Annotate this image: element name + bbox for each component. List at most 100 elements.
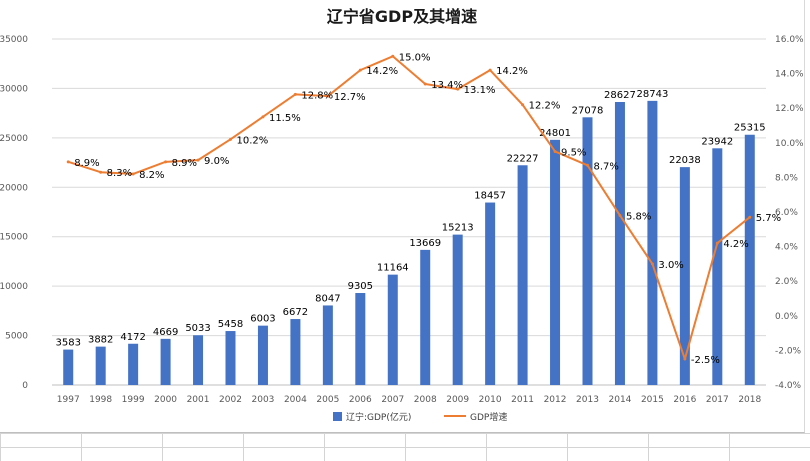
gdp-bar-labels: 3583 3882 4172 4669 5033 5458 6003 6672 8047 9305… (56, 89, 766, 349)
gdp-bar (387, 274, 398, 385)
left-tick-label: 25000 (0, 134, 28, 144)
right-tick-label: 16.0% (775, 35, 804, 45)
gdp-bar (582, 117, 593, 385)
x-tick-label: 2006 (349, 395, 372, 405)
x-tick-label: 2004 (284, 395, 307, 405)
growth-point (715, 241, 719, 245)
growth-point (66, 160, 70, 164)
growth-point-label: 8.7% (594, 161, 619, 172)
left-axis: 0 5000 10000 15000 20000 25000 30000 35000 (0, 35, 28, 391)
growth-point (261, 115, 265, 119)
gdp-bar (744, 134, 755, 385)
growth-point-label: 13.4% (431, 80, 463, 91)
right-tick-label: 8.0% (775, 173, 798, 183)
growth-point-label: 4.2% (723, 239, 748, 250)
gdp-bar (614, 102, 625, 386)
combo-chart: 辽宁省GDP及其增速 0 5000 10000 15000 20000 25000 3000… (0, 7, 804, 423)
x-axis: 1997 1998 1999 2000 2001 2002 2003 2004 2005 2006… (52, 384, 766, 405)
growth-point-label: 9.0% (204, 156, 229, 167)
gdp-bar (193, 335, 204, 385)
growth-point (423, 82, 427, 86)
right-tick-label: 6.0% (775, 208, 798, 218)
growth-point (586, 163, 589, 167)
growth-point (293, 92, 297, 96)
gdp-bar-label: 28627 (604, 90, 636, 101)
gdp-bar-label: 11164 (377, 263, 409, 274)
gdp-bar-label: 24801 (539, 128, 571, 139)
growth-point (391, 54, 395, 58)
chart-area[interactable]: 辽宁省GDP及其增速 0 5000 10000 15000 20000 25000 3000… (0, 0, 805, 433)
left-tick-label: 0 (22, 381, 28, 391)
growth-point-label: 10.2% (237, 135, 269, 146)
gdp-bar (452, 234, 463, 385)
right-axis: -4.0% -2.0% 0.0% 2.0% 4.0% 6.0% 8.0% 10.0% 12.0%… (775, 35, 804, 391)
gdp-bar-label: 4669 (153, 327, 178, 338)
right-tick-label: 10.0% (775, 139, 804, 149)
right-tick-label: -2.0% (775, 346, 802, 356)
x-tick-label: 2003 (252, 395, 275, 405)
left-tick-label: 10000 (0, 282, 28, 292)
right-tick-label: 12.0% (775, 104, 804, 114)
gdp-bar-label: 6672 (283, 307, 308, 318)
growth-point-label: 13.1% (464, 85, 496, 96)
growth-point (131, 172, 135, 176)
gdp-bar-label: 9305 (348, 281, 373, 292)
growth-point (618, 213, 622, 217)
right-tick-label: 14.0% (775, 70, 804, 80)
left-tick-label: 5000 (5, 332, 28, 342)
legend: 辽宁:GDP(亿元) GDP增速 (333, 411, 507, 423)
gdp-bar (485, 202, 496, 385)
gdp-bar-label: 13669 (409, 238, 441, 249)
x-tick-label: 2002 (219, 395, 242, 405)
x-tick-label: 2005 (316, 395, 339, 405)
gdp-bar-label: 25315 (734, 123, 766, 134)
x-tick-label: 2018 (738, 395, 761, 405)
gdp-bar-label: 23942 (701, 136, 733, 147)
growth-point (326, 94, 330, 98)
growth-line (67, 55, 751, 361)
x-tick-label: 2001 (187, 395, 210, 405)
legend-label-gdp: 辽宁:GDP(亿元) (346, 411, 411, 423)
legend-label-growth: GDP增速 (470, 411, 507, 423)
chart-title: 辽宁省GDP及其增速 (327, 7, 477, 26)
x-tick-label: 2014 (609, 395, 632, 405)
gdp-bar-label: 28743 (637, 89, 669, 100)
growth-point (358, 68, 362, 72)
growth-point (456, 87, 460, 91)
gdp-bar (322, 305, 333, 385)
growth-point-label: 9.5% (561, 147, 586, 158)
gdp-bar (712, 148, 723, 385)
growth-point-label: 15.0% (399, 52, 431, 63)
growth-point-label: 8.3% (107, 168, 132, 179)
growth-point (650, 262, 654, 266)
gdp-bar (95, 346, 106, 385)
x-tick-label: 2007 (381, 395, 404, 405)
growth-point (553, 149, 557, 153)
gridlines (52, 38, 766, 386)
gdp-bar-label: 18457 (474, 191, 506, 202)
legend-swatch-gdp (333, 412, 342, 421)
gdp-bar-label: 4172 (120, 332, 145, 343)
gdp-bar (225, 331, 236, 385)
growth-point (748, 215, 752, 219)
gdp-bar-label: 15213 (442, 223, 474, 234)
left-tick-label: 30000 (0, 84, 28, 94)
left-tick-label: 15000 (0, 233, 28, 243)
growth-point-label: 3.0% (658, 260, 683, 271)
growth-point-label: 8.2% (139, 170, 164, 181)
gdp-bar-label: 5033 (185, 323, 210, 334)
growth-point-label: -2.5% (691, 355, 720, 366)
growth-point (99, 170, 103, 174)
growth-point-label: 5.8% (626, 211, 651, 222)
left-tick-label: 20000 (0, 183, 28, 193)
gdp-bar-label: 3583 (56, 338, 81, 349)
gdp-bar (420, 249, 431, 385)
growth-point-label: 5.7% (756, 213, 781, 224)
gdp-bar (647, 100, 658, 385)
spreadsheet-grid[interactable] (0, 433, 810, 461)
gdp-bar (679, 167, 690, 385)
growth-point (488, 68, 492, 72)
gdp-bars (63, 100, 755, 386)
gdp-bar (257, 325, 268, 385)
x-tick-label: 2013 (576, 395, 599, 405)
